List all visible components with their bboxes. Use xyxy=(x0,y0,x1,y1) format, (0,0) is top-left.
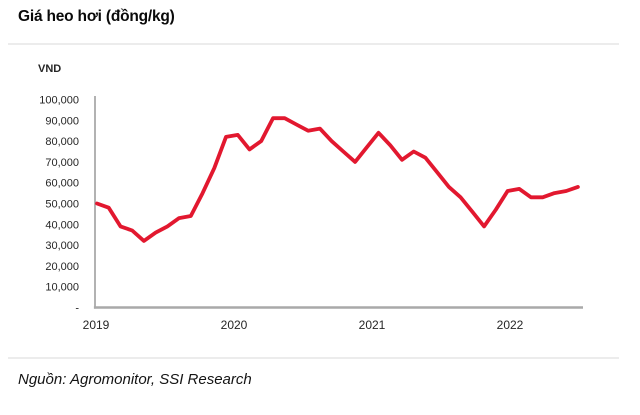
y-tick-label: 70,000 xyxy=(45,157,79,169)
footer-divider xyxy=(8,357,619,359)
y-tick-label: 50,000 xyxy=(45,199,79,211)
y-tick-label: - xyxy=(75,303,79,315)
chart-title: Giá heo hơi (đồng/kg) xyxy=(18,8,175,25)
y-tick-label: 60,000 xyxy=(45,178,79,190)
series-line-gia-heo-hoi xyxy=(95,116,580,243)
y-tick-label: 30,000 xyxy=(45,240,79,252)
x-tick-label: 2022 xyxy=(497,318,524,332)
source-caption: Nguồn: Agromonitor, SSI Research xyxy=(18,371,252,388)
y-tick-label: 100,000 xyxy=(39,95,79,107)
y-tick-label: 40,000 xyxy=(45,219,79,231)
y-axis-unit-label: VND xyxy=(38,63,61,75)
y-tick-label: 10,000 xyxy=(45,282,79,294)
y-tick-label: 20,000 xyxy=(45,261,79,273)
y-tick-label: 80,000 xyxy=(45,136,79,148)
x-tick-label: 2020 xyxy=(221,318,248,332)
header-divider xyxy=(8,43,619,45)
x-tick-label: 2019 xyxy=(83,318,110,332)
y-tick-label: 90,000 xyxy=(45,115,79,127)
x-tick-label: 2021 xyxy=(359,318,386,332)
